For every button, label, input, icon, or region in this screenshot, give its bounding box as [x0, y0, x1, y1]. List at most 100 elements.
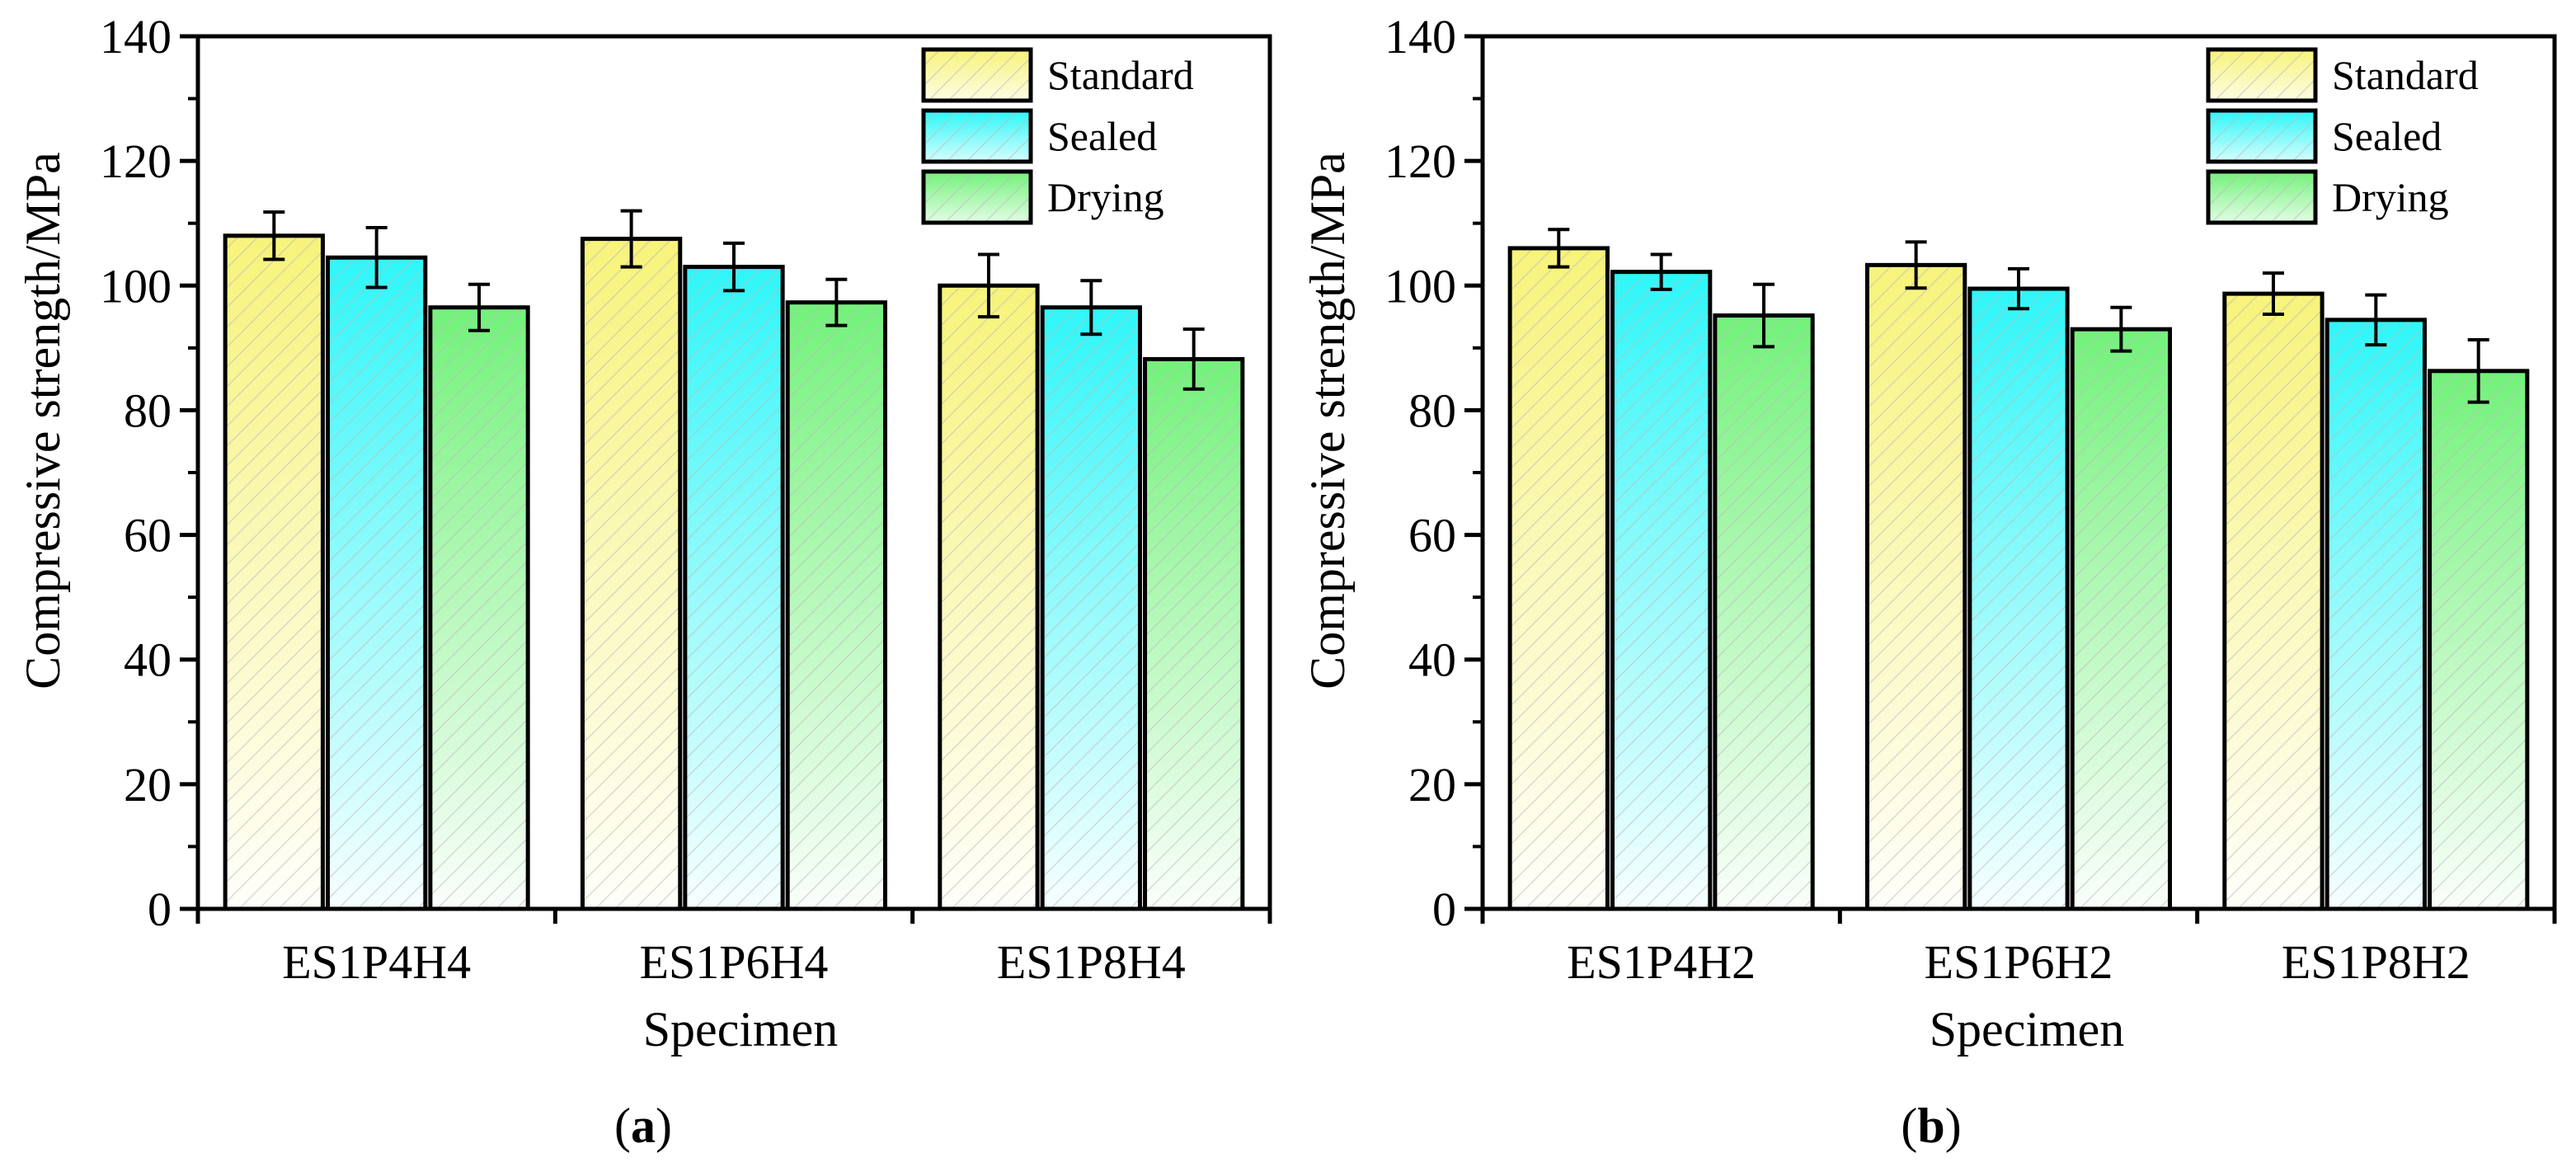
y-tick-label: 140	[1384, 10, 1456, 64]
error-bar	[825, 277, 848, 327]
bar-sealed-es1p6h2	[1967, 266, 2070, 911]
bar-standard-es1p4h4	[223, 210, 325, 911]
error-bar	[1650, 252, 1672, 291]
error-bar	[1548, 228, 1570, 269]
panel-label: (b)	[1901, 1099, 1961, 1153]
error-bar	[2110, 305, 2132, 353]
error-bar	[1080, 279, 1102, 336]
legend-swatch-outline	[2206, 47, 2318, 103]
legend-item-sealed: Sealed	[921, 108, 1157, 164]
x-tick-label: ES1P4H2	[1567, 935, 1756, 989]
legend-swatch-hatch	[2208, 111, 2315, 162]
bars	[1507, 228, 2530, 911]
legend-swatch-outline	[921, 108, 1033, 164]
y-tick-label: 140	[100, 10, 172, 64]
bar-drying-es1p8h2	[2428, 338, 2530, 911]
y-tick-label: 40	[1408, 633, 1456, 687]
x-axis-title: Specimen	[643, 1002, 839, 1056]
y-tick-label: 20	[1408, 758, 1456, 812]
y-tick-label: 120	[100, 134, 172, 188]
bar-drying-es1p6h4	[785, 277, 888, 911]
legend-label: Standard	[2332, 52, 2479, 98]
bar-hatch	[1145, 359, 1243, 910]
bar-hatch	[225, 235, 323, 909]
error-bar	[620, 209, 642, 269]
legend-item-sealed: Sealed	[2206, 108, 2442, 164]
bar-hatch	[1867, 265, 1965, 909]
bar-standard-es1p8h2	[2222, 271, 2325, 911]
bar-hatch	[327, 257, 425, 909]
bar-sealed-es1p6h4	[683, 241, 785, 911]
bar-hatch	[787, 302, 886, 909]
legend-swatch-hatch	[924, 111, 1031, 162]
error-bar	[468, 282, 491, 332]
legend-swatch-outline	[2206, 169, 2318, 225]
error-bar	[1753, 282, 1775, 349]
y-axis-title: Compressive strength/MPa	[16, 152, 70, 689]
error-bar	[263, 210, 285, 261]
bar-hatch	[2072, 329, 2170, 910]
y-tick-label: 120	[1384, 134, 1456, 188]
legend-label: Sealed	[1047, 113, 1157, 159]
bar-sealed-es1p8h2	[2325, 293, 2427, 911]
x-tick-label: ES1P6H2	[1925, 935, 2113, 989]
y-tick-label: 20	[124, 758, 172, 812]
legend-label: Sealed	[2332, 113, 2442, 159]
bar-hatch	[939, 285, 1038, 909]
y-tick-label: 0	[148, 882, 172, 936]
bar-hatch	[2327, 319, 2425, 910]
error-bar	[2262, 271, 2284, 317]
legend: Standard Sealed Drying	[921, 47, 1194, 225]
bar-drying-es1p8h4	[1143, 327, 1245, 911]
bar-hatch	[582, 238, 680, 909]
y-tick-label: 60	[124, 509, 172, 562]
y-tick-label: 40	[124, 633, 172, 687]
legend-swatch-outline	[921, 47, 1033, 103]
bar-hatch	[1969, 289, 2068, 909]
legend-swatch-hatch	[924, 49, 1031, 101]
bar-sealed-es1p4h2	[1610, 252, 1713, 911]
y-tick-label: 0	[1432, 882, 1456, 936]
legend-swatch-outline	[2206, 108, 2318, 164]
legend-item-drying: Drying	[2206, 169, 2449, 225]
bar-standard-es1p6h4	[580, 209, 683, 911]
y-tick-label: 80	[1408, 384, 1456, 437]
x-tick-label: ES1P8H2	[2282, 935, 2470, 989]
error-bar	[977, 252, 999, 319]
legend-label: Drying	[2332, 174, 2449, 220]
y-tick-label: 60	[1408, 509, 1456, 562]
bar-hatch	[2429, 370, 2527, 909]
bar-standard-es1p4h2	[1507, 228, 1610, 911]
bar-drying-es1p4h2	[1713, 282, 1815, 911]
legend: Standard Sealed Drying	[2206, 47, 2479, 225]
bars	[223, 209, 1245, 911]
legend-item-standard: Standard	[921, 47, 1194, 103]
bar-hatch	[1510, 247, 1608, 909]
bar-drying-es1p4h4	[428, 282, 530, 911]
error-bar	[723, 241, 745, 293]
bar-hatch	[1042, 307, 1140, 909]
bar-hatch	[430, 307, 529, 909]
bar-standard-es1p6h2	[1864, 240, 1967, 911]
y-tick-label: 80	[124, 384, 172, 437]
panel-a: Compressive strength/MPa Specimen (a) ES…	[16, 10, 1272, 1153]
error-bar	[365, 226, 388, 289]
x-axis-title: Specimen	[1930, 1002, 2125, 1056]
legend-swatch-hatch	[924, 172, 1031, 223]
bar-hatch	[1612, 271, 1710, 909]
panel-b: Compressive strength/MPa Specimen (b) ES…	[1300, 10, 2557, 1153]
x-tick-label: ES1P8H4	[997, 935, 1186, 989]
y-axis-title: Compressive strength/MPa	[1300, 152, 1355, 689]
error-bar	[2365, 293, 2387, 347]
error-bar	[2008, 266, 2029, 311]
x-tick-label: ES1P4H4	[282, 935, 471, 989]
legend-label: Standard	[1047, 52, 1194, 98]
bar-hatch	[684, 266, 783, 910]
error-bar	[1905, 240, 1927, 290]
y-tick-label: 100	[100, 259, 172, 313]
bar-drying-es1p6h2	[2070, 305, 2173, 911]
legend-item-drying: Drying	[921, 169, 1164, 225]
legend-swatch-hatch	[2208, 49, 2315, 101]
bar-hatch	[1714, 315, 1813, 909]
